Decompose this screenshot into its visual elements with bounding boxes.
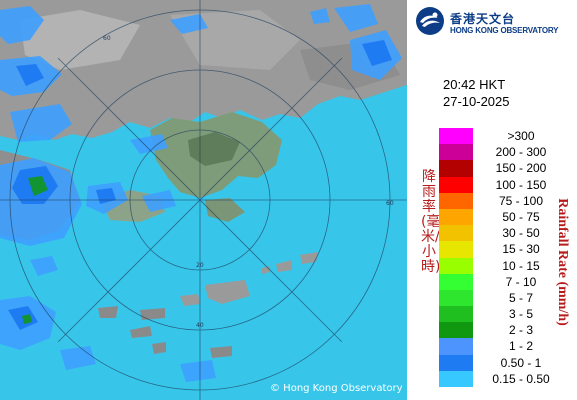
legend-label: 1 - 2 <box>508 339 533 354</box>
legend-row: 75 - 100 <box>439 192 569 209</box>
legend-row: 15 - 30 <box>439 241 569 258</box>
legend-swatch <box>439 225 473 242</box>
observation-date: 27-10-2025 <box>443 94 510 109</box>
legend-row: 200 - 300 <box>439 144 569 161</box>
legend-swatch <box>439 128 473 145</box>
terrain-relief <box>20 10 140 70</box>
rain-echoes-moderate <box>22 176 48 324</box>
legend-row: 0.50 - 1 <box>439 354 569 371</box>
island <box>276 260 292 272</box>
island <box>98 306 118 318</box>
island <box>152 342 166 354</box>
legend-swatch <box>439 289 473 307</box>
island <box>205 280 250 304</box>
island <box>130 326 152 338</box>
legend-label: 0.50 - 1 <box>500 355 542 370</box>
island <box>210 346 232 358</box>
hong-kong-island <box>205 198 245 222</box>
range-ring-label: 40 <box>196 322 204 329</box>
legend-label: 200 - 300 <box>495 145 547 160</box>
legend-row: 150 - 200 <box>439 160 569 177</box>
legend-label: >300 <box>507 129 535 143</box>
legend-row: 50 - 75 <box>439 208 569 226</box>
range-rings <box>0 0 407 400</box>
logo-name-en: HONG KONG OBSERVATORY <box>450 26 559 35</box>
terrain-relief <box>188 132 240 166</box>
legend-label: 50 - 75 <box>502 209 540 224</box>
legend-swatch <box>439 306 473 323</box>
range-ring-label: 20 <box>196 262 204 269</box>
legend-swatch <box>439 241 473 258</box>
legend-row: 10 - 15 <box>439 257 569 274</box>
legend-label: 7 - 10 <box>505 274 537 289</box>
island <box>180 294 200 306</box>
range-ring-labels: 60 60 40 20 <box>103 35 394 329</box>
hko-emblem-icon <box>416 7 444 35</box>
legend-row: 0.15 - 0.50 <box>439 370 569 387</box>
legend-label: 0.15 - 0.50 <box>492 371 550 386</box>
legend-row: 5 - 7 <box>439 289 569 307</box>
legend-label: 10 - 15 <box>502 258 540 273</box>
legend-swatch <box>439 160 473 177</box>
legend-row: >300 <box>439 128 569 145</box>
legend-swatch <box>439 370 473 387</box>
legend-title-en: Rainfall Rate (mm/h) <box>555 198 570 326</box>
range-ring-label: 60 <box>386 200 394 207</box>
legend-label: 3 - 5 <box>508 307 533 322</box>
legend-swatch <box>439 354 473 371</box>
legend-row: 2 - 3 <box>439 322 569 339</box>
legend-label: 5 - 7 <box>508 290 533 305</box>
logo-name-zh: 香港天文台 <box>450 12 516 26</box>
legend-swatch <box>439 208 473 226</box>
copyright-text: © Hong Kong Observatory <box>270 383 403 394</box>
radar-map: 60 60 40 20 © Hong Kong Observatory <box>0 0 407 400</box>
legend-swatch <box>439 257 473 274</box>
island <box>300 252 318 264</box>
radar-map-graphic: 60 60 40 20 <box>0 0 407 400</box>
legend-swatch <box>439 338 473 355</box>
legend-label: 100 - 150 <box>495 177 547 192</box>
legend-label: 150 - 200 <box>495 161 547 176</box>
legend-label: 30 - 50 <box>502 226 540 241</box>
rainfall-legend: >300 200 - 300 150 - 200 100 - 150 75 - 100 5… <box>439 128 569 387</box>
legend-label: 2 - 3 <box>508 323 533 338</box>
legend-row: 7 - 10 <box>439 273 569 290</box>
legend-swatch <box>439 273 473 290</box>
legend-row: 100 - 150 <box>439 176 569 193</box>
legend-swatch <box>439 176 473 193</box>
legend-swatch <box>439 192 473 209</box>
legend-title-zh: 降雨率(毫米/小時) <box>421 169 441 275</box>
legend-row: 30 - 50 <box>439 225 569 242</box>
legend-row: 1 - 2 <box>439 338 569 355</box>
legend-label: 75 - 100 <box>498 193 544 208</box>
island <box>140 308 165 320</box>
legend-swatch <box>439 322 473 339</box>
legend-swatch <box>439 144 473 161</box>
legend-row: 3 - 5 <box>439 306 569 323</box>
observation-time: 20:42 HKT <box>443 77 506 92</box>
range-ring-label: 60 <box>103 35 111 42</box>
hko-logo: 香港天文台 HONG KONG OBSERVATORY <box>415 6 577 38</box>
legend-label: 15 - 30 <box>502 242 540 257</box>
legend-panel: 香港天文台 HONG KONG OBSERVATORY 20:42 HKT 27… <box>407 0 577 400</box>
